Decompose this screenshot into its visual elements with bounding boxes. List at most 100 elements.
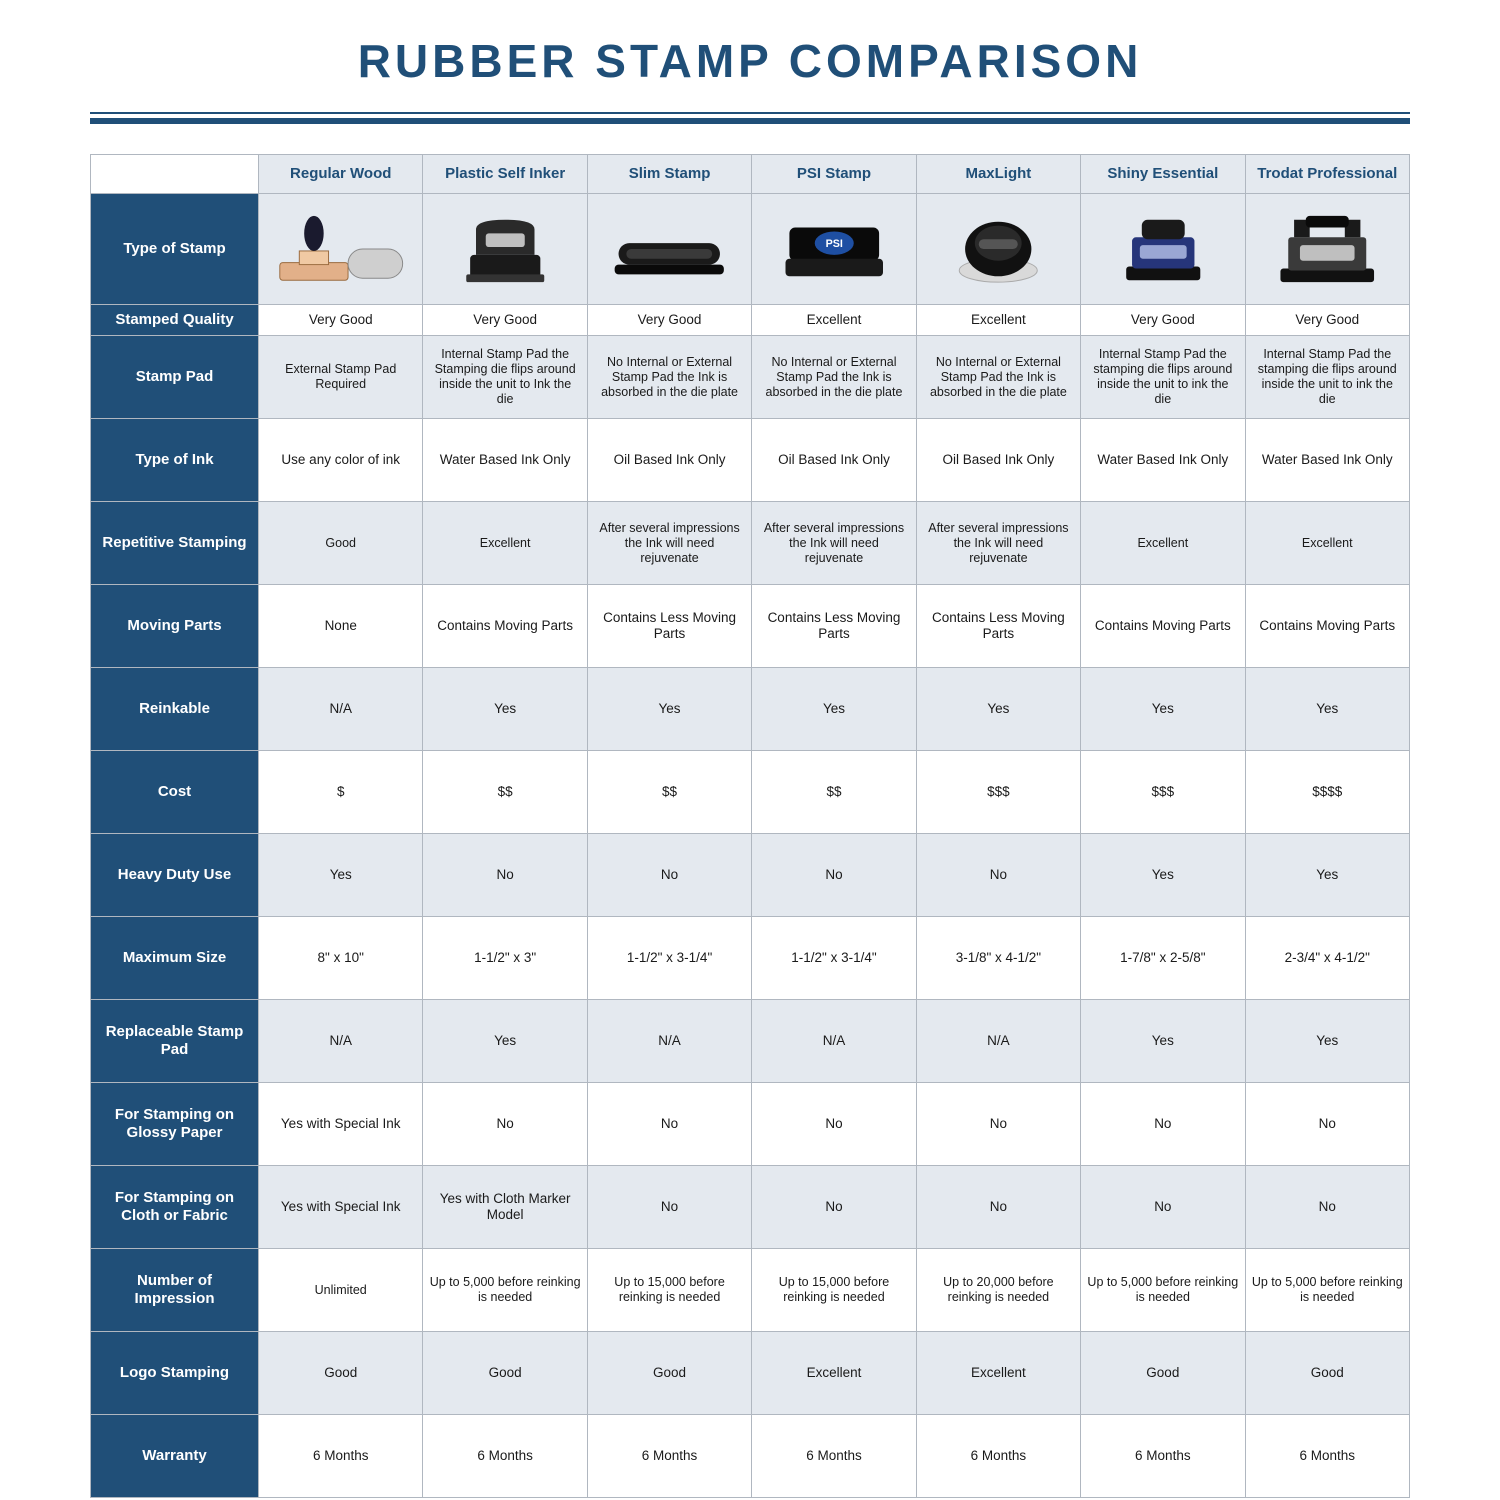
row-label: For Stamping on Cloth or Fabric: [91, 1166, 259, 1249]
table-cell: Internal Stamp Pad the stamping die flip…: [1245, 336, 1409, 419]
table-cell: N/A: [259, 1000, 423, 1083]
table-cell: 6 Months: [916, 1415, 1080, 1498]
table-head: Regular Wood Plastic Self Inker Slim Sta…: [91, 155, 1410, 194]
trodat-professional-stamp-icon: [1252, 209, 1403, 289]
table-row: Cost$$$$$$$$$$$$$$$$$: [91, 751, 1410, 834]
table-cell: Yes: [259, 834, 423, 917]
table-cell: Contains Moving Parts: [1245, 585, 1409, 668]
table-cell: Up to 5,000 before reinking is needed: [1081, 1249, 1245, 1332]
row-label: Heavy Duty Use: [91, 834, 259, 917]
table-cell: Yes: [587, 668, 751, 751]
table-cell: $: [259, 751, 423, 834]
table-row: Warranty6 Months6 Months6 Months6 Months…: [91, 1415, 1410, 1498]
svg-text:PSI: PSI: [825, 238, 842, 250]
table-cell: Excellent: [1081, 502, 1245, 585]
row-label: Cost: [91, 751, 259, 834]
table-cell: 1-1/2" x 3": [423, 917, 587, 1000]
table-cell: 1-1/2" x 3-1/4": [752, 917, 916, 1000]
table-row: Number of ImpressionUnlimitedUp to 5,000…: [91, 1249, 1410, 1332]
table-cell: Good: [259, 1332, 423, 1415]
table-cell: 6 Months: [1245, 1415, 1409, 1498]
table-cell: No: [587, 834, 751, 917]
table-cell: 3-1/8" x 4-1/2": [916, 917, 1080, 1000]
table-cell: 6 Months: [423, 1415, 587, 1498]
column-header: Slim Stamp: [587, 155, 751, 194]
table-cell: After several impressions the Ink will n…: [752, 502, 916, 585]
column-header: Plastic Self Inker: [423, 155, 587, 194]
table-cell: 2-3/4" x 4-1/2": [1245, 917, 1409, 1000]
table-cell: 6 Months: [259, 1415, 423, 1498]
column-header: Regular Wood: [259, 155, 423, 194]
table-cell: Excellent: [752, 305, 916, 336]
table-cell: Very Good: [587, 305, 751, 336]
row-label: Stamp Pad: [91, 336, 259, 419]
table-cell: Excellent: [916, 1332, 1080, 1415]
table-cell: Yes with Special Ink: [259, 1083, 423, 1166]
table-cell: Contains Less Moving Parts: [752, 585, 916, 668]
table-cell: Unlimited: [259, 1249, 423, 1332]
table-cell: Good: [1245, 1332, 1409, 1415]
table-cell: Up to 20,000 before reinking is needed: [916, 1249, 1080, 1332]
table-cell: Yes: [1245, 1000, 1409, 1083]
table-cell: No: [587, 1166, 751, 1249]
table-row: Replaceable Stamp PadN/AYesN/AN/AN/AYesY…: [91, 1000, 1410, 1083]
table-cell: Contains Moving Parts: [1081, 585, 1245, 668]
column-header: MaxLight: [916, 155, 1080, 194]
table-cell: $$$: [916, 751, 1080, 834]
table-cell: [916, 194, 1080, 305]
table-row: Repetitive StampingGoodExcellentAfter se…: [91, 502, 1410, 585]
table-cell: After several impressions the Ink will n…: [587, 502, 751, 585]
table-cell: Good: [423, 1332, 587, 1415]
table-cell: Good: [259, 502, 423, 585]
table-cell: Excellent: [423, 502, 587, 585]
table-cell: Yes: [423, 1000, 587, 1083]
table-cell: No: [1081, 1166, 1245, 1249]
table-cell: Very Good: [1081, 305, 1245, 336]
row-label: Logo Stamping: [91, 1332, 259, 1415]
table-cell: No Internal or External Stamp Pad the In…: [752, 336, 916, 419]
table-cell: No: [916, 834, 1080, 917]
table-cell: Up to 15,000 before reinking is needed: [587, 1249, 751, 1332]
table-cell: Yes: [1245, 668, 1409, 751]
table-cell: Yes with Cloth Marker Model: [423, 1166, 587, 1249]
table-row: Maximum Size8" x 10"1-1/2" x 3"1-1/2" x …: [91, 917, 1410, 1000]
wood-handle-stamp-icon: [265, 209, 416, 289]
table-cell: Up to 5,000 before reinking is needed: [1245, 1249, 1409, 1332]
header-blank: [91, 155, 259, 194]
table-cell: 6 Months: [752, 1415, 916, 1498]
row-label: Repetitive Stamping: [91, 502, 259, 585]
table-cell: Internal Stamp Pad the Stamping die flip…: [423, 336, 587, 419]
table-row: Heavy Duty UseYesNoNoNoNoYesYes: [91, 834, 1410, 917]
row-label: Warranty: [91, 1415, 259, 1498]
table-cell: Good: [1081, 1332, 1245, 1415]
table-cell: 6 Months: [587, 1415, 751, 1498]
comparison-table: Regular Wood Plastic Self Inker Slim Sta…: [90, 154, 1410, 1498]
row-label: Type of Stamp: [91, 194, 259, 305]
table-cell: Up to 5,000 before reinking is needed: [423, 1249, 587, 1332]
table-row: Type of InkUse any color of inkWater Bas…: [91, 419, 1410, 502]
table-cell: Water Based Ink Only: [423, 419, 587, 502]
table-row: Stamp PadExternal Stamp Pad RequiredInte…: [91, 336, 1410, 419]
table-cell: No Internal or External Stamp Pad the In…: [916, 336, 1080, 419]
table-cell: Good: [587, 1332, 751, 1415]
row-label: Stamped Quality: [91, 305, 259, 336]
table-row: For Stamping on Cloth or Fabric Yes with …: [91, 1166, 1410, 1249]
table-cell: Water Based Ink Only: [1081, 419, 1245, 502]
page: RUBBER STAMP COMPARISON Regular Wood Pla…: [0, 0, 1500, 1500]
table-cell: No: [423, 1083, 587, 1166]
table-row: Moving PartsNoneContains Moving PartsCon…: [91, 585, 1410, 668]
row-label: Number of Impression: [91, 1249, 259, 1332]
table-cell: Contains Less Moving Parts: [916, 585, 1080, 668]
table-body: Type of Stamp PSI: [91, 194, 1410, 1498]
table-cell: 1-1/2" x 3-1/4": [587, 917, 751, 1000]
table-cell: Excellent: [1245, 502, 1409, 585]
table-cell: Yes: [1081, 834, 1245, 917]
table-cell: Oil Based Ink Only: [587, 419, 751, 502]
table-cell: Yes: [423, 668, 587, 751]
table-cell: N/A: [916, 1000, 1080, 1083]
shiny-essential-stamp-icon: [1087, 209, 1238, 289]
row-label: Reinkable: [91, 668, 259, 751]
table-cell: After several impressions the Ink will n…: [916, 502, 1080, 585]
table-cell: No: [1245, 1166, 1409, 1249]
table-cell: No Internal or External Stamp Pad the In…: [587, 336, 751, 419]
